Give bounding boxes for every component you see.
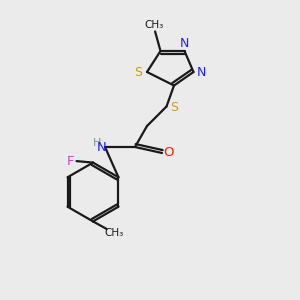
Text: S: S <box>170 100 178 114</box>
Text: S: S <box>135 65 142 79</box>
Text: CH₃: CH₃ <box>104 228 124 239</box>
Text: N: N <box>97 141 107 154</box>
Text: N: N <box>196 65 206 79</box>
Text: N: N <box>180 37 189 50</box>
Text: H: H <box>92 138 101 148</box>
Text: O: O <box>164 146 174 159</box>
Text: F: F <box>67 154 74 168</box>
Text: CH₃: CH₃ <box>144 20 163 31</box>
